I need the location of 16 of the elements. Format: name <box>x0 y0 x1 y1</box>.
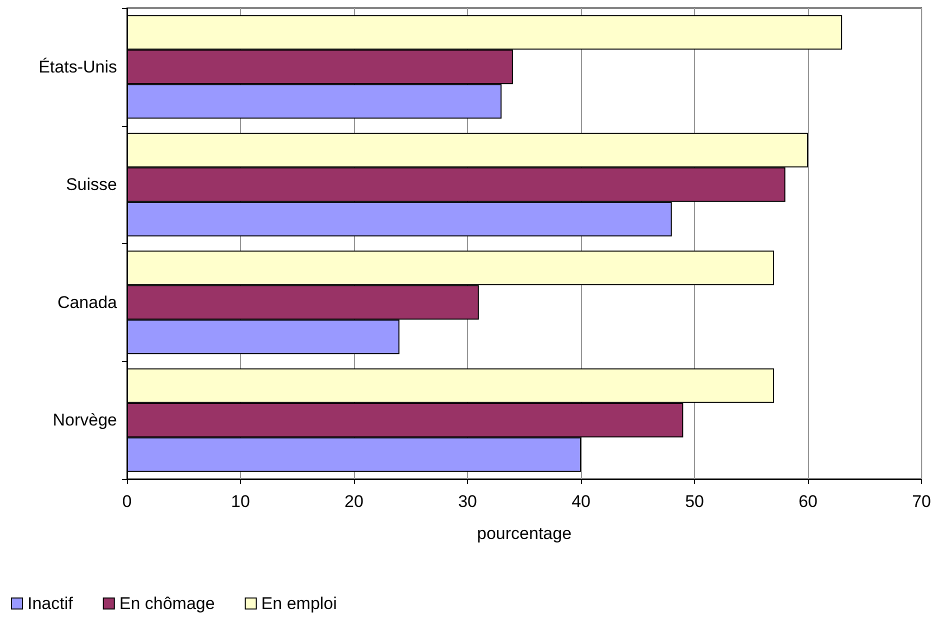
x-tick-label: 10 <box>231 492 250 511</box>
y-tick-label: Suisse <box>66 175 117 194</box>
x-tick-label: 70 <box>912 492 932 511</box>
x-tick-label: 30 <box>458 492 477 511</box>
legend-label: En emploi <box>261 594 337 613</box>
y-tick-label: Norvège <box>52 410 117 430</box>
x-axis-title: pourcentage <box>477 524 572 543</box>
y-tick-label: Canada <box>57 292 118 312</box>
x-tick-label: 40 <box>572 492 590 511</box>
y-tick-label: États-Unis <box>38 57 117 76</box>
x-tick-label: 0 <box>122 492 132 511</box>
x-tick-label: 60 <box>798 492 818 511</box>
legend-label: Inactif <box>28 594 74 613</box>
x-tick-label: 20 <box>344 492 364 511</box>
legend-label: En chômage <box>119 594 215 613</box>
x-tick-label: 50 <box>685 492 704 511</box>
